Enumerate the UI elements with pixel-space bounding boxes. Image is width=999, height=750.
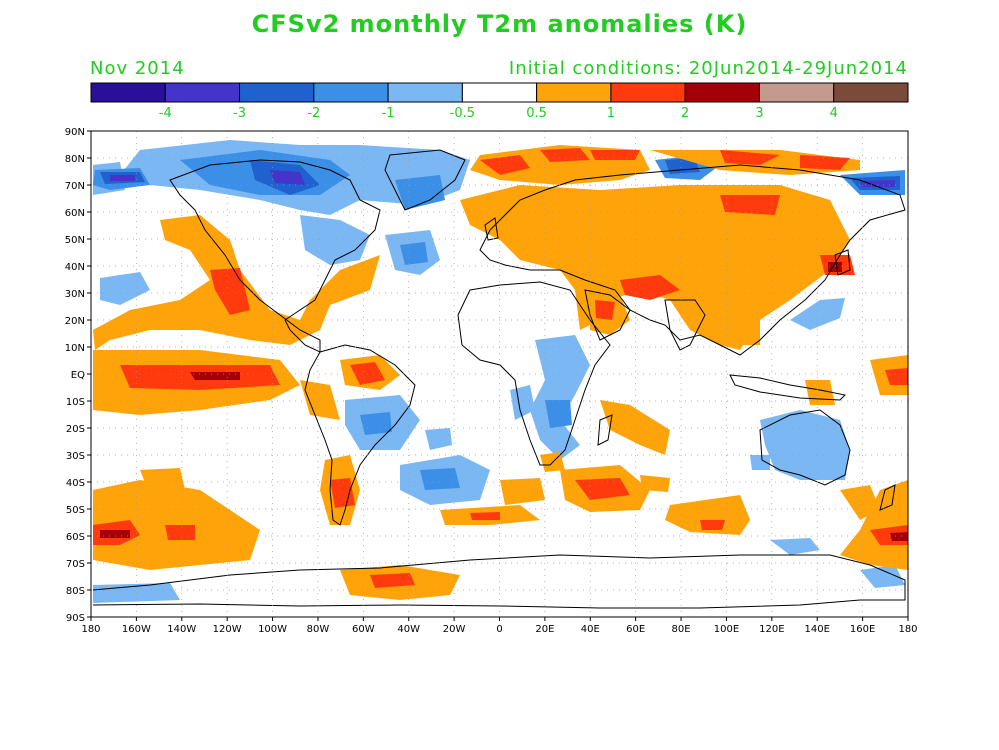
lon-label: 100E [714,624,739,635]
lat-label: 70S [66,559,85,570]
colorbar-box [833,82,909,103]
lon-label: 180 [81,624,100,635]
lon-label: 80E [672,624,691,635]
lat-label: 30N [65,289,85,300]
lat-label: 20N [65,316,85,327]
lon-label: 60E [626,624,645,635]
lon-label: 160E [850,624,875,635]
lat-label: 60S [66,532,85,543]
lon-label: 120E [759,624,784,635]
longitude-labels: 180 160W 140W 120W 100W 80W 60W 40W 20W 0 20E 40E 60… [81,617,918,635]
colorbar-label: -4 [159,106,172,121]
colorbar-label: -3 [233,106,246,121]
lon-label: 120W [213,624,242,635]
colorbar: -4 -3 -2 -1 -0.5 0.5 1 2 3 4 [90,82,909,121]
lat-label: 20S [66,424,85,435]
colorbar-label: 1 [607,106,615,121]
colorbar-boxes [90,82,909,103]
lat-label: 10S [66,397,85,408]
colorbar-label: -0.5 [450,106,475,121]
chart-title: CFSv2 monthly T2m anomalies (K) [251,10,748,38]
forecast-month: Nov 2014 [90,58,185,79]
lon-label: 140E [805,624,830,635]
colorbar-labels: -4 -3 -2 -1 -0.5 0.5 1 2 3 4 [159,106,838,121]
lon-label: 180 [898,624,917,635]
colorbar-label: -1 [382,106,395,121]
colorbar-label: 4 [830,106,838,121]
lat-label: 40S [66,478,85,489]
lon-label: 40W [397,624,420,635]
colorbar-label: -2 [307,106,320,121]
lat-label: 40N [65,262,85,273]
grid-lines [91,131,908,617]
lat-label: 30S [66,451,85,462]
lat-label: 50S [66,505,85,516]
warm-anomaly-light [93,145,908,600]
lon-label: 160W [122,624,151,635]
cool-anomaly-very-dark [110,170,895,187]
lon-label: 40E [581,624,600,635]
colorbar-label: 2 [681,106,689,121]
lat-label: 50N [65,235,85,246]
lon-label: 80W [307,624,330,635]
lat-label: 70N [65,181,85,192]
lat-label: 90N [65,127,85,138]
lat-label: 80S [66,586,85,597]
lat-label: 10N [65,343,85,354]
lon-label: 20W [443,624,466,635]
lon-label: 100W [258,624,287,635]
lon-label: 140W [167,624,196,635]
latitude-labels: 90N 80N 70N 60N 50N 40N 30N 20N 10N EQ 10S 20S 30S 40… [65,127,91,624]
colorbar-label: 3 [755,106,763,121]
lat-label: 80N [65,154,85,165]
lat-label: 60N [65,208,85,219]
lat-label: 90S [66,613,85,624]
coastlines [92,149,906,609]
lon-label: 60W [352,624,375,635]
lon-label: 0 [496,624,502,635]
colorbar-label: 0.5 [526,106,547,121]
initial-conditions: Initial conditions: 20Jun2014-29Jun2014 [508,58,908,79]
lat-label: EQ [71,370,85,381]
lon-label: 20E [535,624,554,635]
